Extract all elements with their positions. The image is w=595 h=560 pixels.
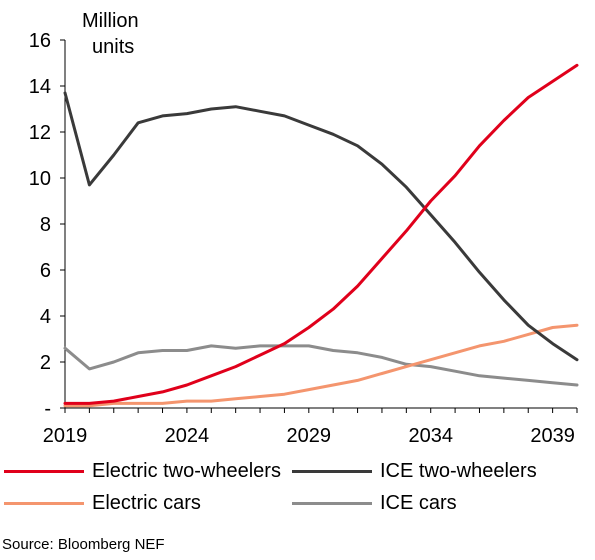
legend-swatch-ice-two-wheelers <box>292 470 372 473</box>
y-tick-label: 16 <box>29 30 51 52</box>
y-axis-unit-label: Million units <box>82 8 139 60</box>
legend-item-ice-cars: ICE cars <box>292 492 457 515</box>
source-note: Source: Bloomberg NEF <box>2 536 165 553</box>
y-tick-label: 12 <box>29 122 51 144</box>
x-tick-label: 2029 <box>287 425 332 447</box>
legend-label-ice-cars: ICE cars <box>380 492 457 514</box>
line-chart: - 2 4 6 8 10 12 14 16 2019 2024 2029 2034 2039 <box>29 30 579 447</box>
series-line-electric-two-wheelers <box>63 63 579 405</box>
axes <box>60 39 578 413</box>
y-tick-label: 10 <box>29 168 51 190</box>
x-tick-label: 2039 <box>530 425 575 447</box>
legend-label-electric-two-wheelers: Electric two-wheelers <box>92 460 281 482</box>
y-axis-unit-line-2: units <box>92 36 135 58</box>
series-line-ice-two-wheelers <box>63 91 579 362</box>
tick-labels: - 2 4 6 8 10 12 14 16 2019 2024 2029 2034 2039 <box>29 30 575 447</box>
legend-swatch-electric-cars <box>4 502 84 505</box>
legend: Electric two-wheelers ICE two-wheelers E… <box>0 454 595 524</box>
y-tick-label: 8 <box>40 214 51 236</box>
legend-swatch-electric-two-wheelers <box>4 470 84 473</box>
y-tick-label: 14 <box>29 76 51 98</box>
x-tick-label: 2019 <box>43 425 88 447</box>
legend-label-electric-cars: Electric cars <box>92 492 201 514</box>
series-lines <box>63 63 579 408</box>
legend-label-ice-two-wheelers: ICE two-wheelers <box>380 460 537 482</box>
legend-item-electric-cars: Electric cars <box>4 492 201 515</box>
legend-item-ice-two-wheelers: ICE two-wheelers <box>292 460 537 483</box>
legend-item-electric-two-wheelers: Electric two-wheelers <box>4 460 281 483</box>
y-tick-label: - <box>44 398 51 420</box>
x-tick-label: 2034 <box>408 425 453 447</box>
series-line-electric-cars <box>63 323 579 408</box>
series-line-ice-cars <box>63 344 579 387</box>
y-tick-label: 2 <box>40 352 51 374</box>
x-tick-label: 2024 <box>165 425 210 447</box>
y-axis-unit-line-1: Million <box>82 10 139 32</box>
y-tick-label: 6 <box>40 260 51 282</box>
legend-swatch-ice-cars <box>292 502 372 505</box>
y-tick-label: 4 <box>40 306 51 328</box>
